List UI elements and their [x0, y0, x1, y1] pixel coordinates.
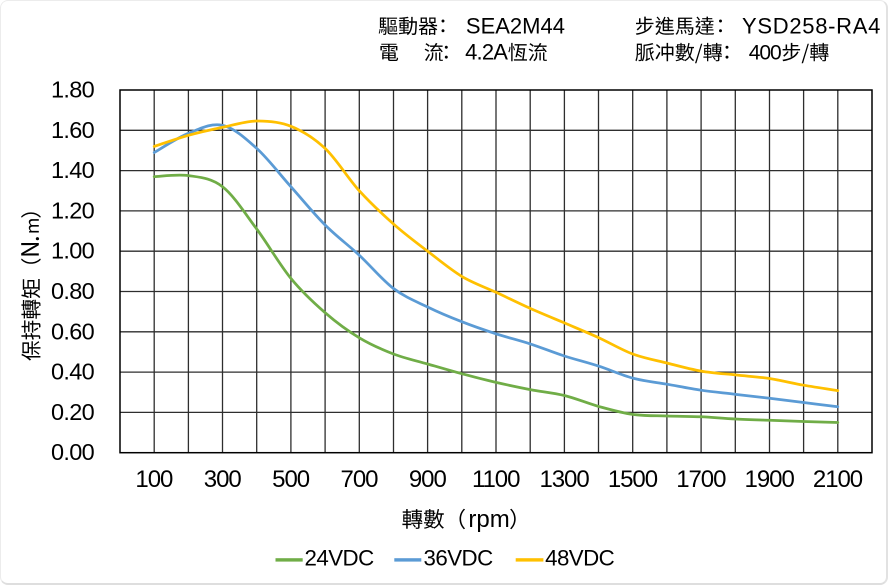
svg-text:rpm: rpm	[468, 506, 509, 533]
svg-text:4.2A: 4.2A	[465, 40, 508, 65]
svg-text:400: 400	[749, 42, 781, 65]
svg-text:1700: 1700	[676, 466, 726, 493]
svg-text:1.40: 1.40	[51, 157, 95, 183]
svg-text:2100: 2100	[813, 466, 863, 493]
svg-text:700: 700	[341, 466, 379, 493]
svg-text:0.60: 0.60	[51, 318, 95, 344]
svg-text:0.80: 0.80	[51, 278, 95, 304]
svg-text:1.00: 1.00	[51, 238, 95, 264]
svg-text:0.40: 0.40	[51, 359, 95, 385]
svg-text:1.80: 1.80	[51, 77, 95, 103]
svg-text:900: 900	[409, 466, 447, 493]
svg-text:36VDC: 36VDC	[424, 546, 494, 571]
svg-text:0.00: 0.00	[51, 439, 95, 465]
svg-text:300: 300	[204, 466, 242, 493]
svg-text:100: 100	[135, 466, 173, 493]
svg-text:1900: 1900	[745, 466, 795, 493]
svg-text:48VDC: 48VDC	[545, 546, 615, 571]
svg-text:24VDC: 24VDC	[305, 546, 375, 571]
svg-text:1100: 1100	[472, 466, 520, 493]
svg-text:0.20: 0.20	[51, 399, 95, 425]
svg-text:1300: 1300	[539, 466, 589, 493]
svg-text:500: 500	[272, 466, 310, 493]
svg-text:1.60: 1.60	[51, 117, 95, 143]
svg-text:1500: 1500	[608, 466, 658, 493]
svg-text:YSD258-RA4: YSD258-RA4	[742, 13, 881, 38]
svg-text:SEA2M44: SEA2M44	[466, 13, 565, 38]
svg-text:1.20: 1.20	[51, 197, 95, 223]
